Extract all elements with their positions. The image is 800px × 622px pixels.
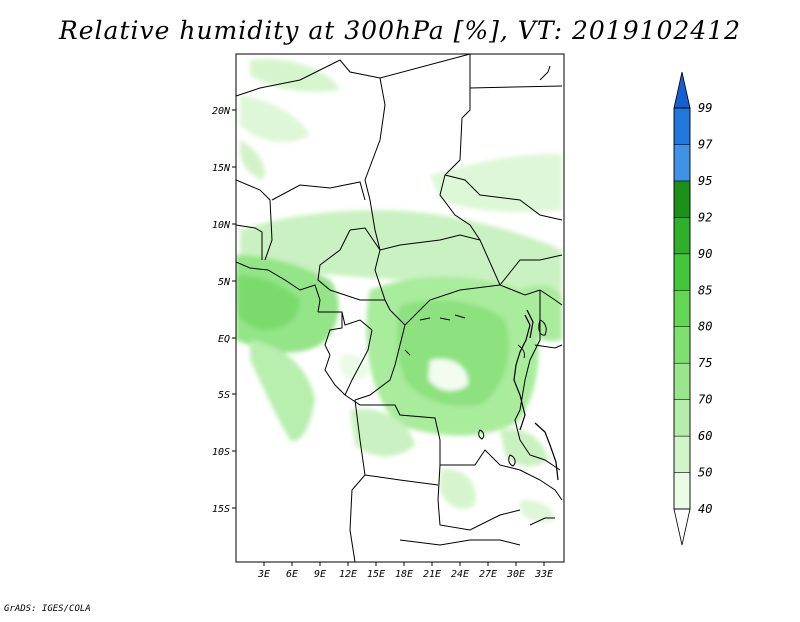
- lon-tick-label: 12E: [339, 569, 357, 580]
- lat-tick-label: 15S: [212, 504, 230, 515]
- lat-tick-label: 15N: [212, 163, 231, 174]
- colorbar-level-label: 70: [698, 393, 712, 407]
- colorbar-level-label: 95: [698, 174, 712, 188]
- colorbar: 40 50 60 70 75 80 85 90 92 95 97 99: [673, 71, 713, 546]
- lon-tick-label: 9E: [314, 569, 326, 580]
- colorbar-segment: [673, 144, 691, 182]
- colorbar-segment: [673, 217, 691, 255]
- lat-tick-label: 20N: [212, 106, 231, 117]
- colorbar-level-label: 99: [698, 101, 712, 115]
- colorbar-segment: [673, 180, 691, 218]
- lon-tick-label: 27E: [479, 569, 497, 580]
- lon-tick-label: 18E: [395, 569, 413, 580]
- lat-tick-label: 5N: [218, 277, 231, 288]
- colorbar-level-label: 40: [698, 502, 712, 516]
- colorbar-min-arrow: [673, 508, 691, 546]
- lat-tick-label: 10N: [212, 220, 231, 231]
- colorbar-outline: [673, 107, 691, 510]
- lat-tick-label: 5S: [218, 390, 230, 401]
- chart-title: Relative humidity at 300hPa [%], VT: 201…: [58, 16, 742, 45]
- lon-tick-label: 30E: [506, 569, 525, 580]
- humidity-field: [236, 59, 562, 523]
- lon-tick-label: 6E: [286, 569, 298, 580]
- lon-tick-label: 15E: [367, 569, 385, 580]
- colorbar-level-label: 85: [698, 283, 712, 297]
- colorbar-level-label: 50: [698, 466, 712, 480]
- lon-tick-label: 3E: [257, 569, 270, 580]
- colorbar-segment: [673, 253, 691, 291]
- colorbar-level-label: 97: [698, 137, 713, 151]
- lat-axis: 20N 15N 10N 5N EQ 5S 10S 15S: [212, 106, 236, 515]
- lat-tick-label: EQ: [218, 334, 230, 345]
- colorbar-segment: [673, 326, 691, 364]
- colorbar-level-label: 60: [698, 429, 712, 443]
- footer-credit: GrADS: IGES/COLA: [4, 604, 91, 614]
- map-frame: [235, 53, 565, 563]
- colorbar-segment: [673, 472, 691, 510]
- colorbar-max-arrow: [673, 71, 691, 109]
- lon-tick-label: 24E: [451, 569, 469, 580]
- colorbar-segment: [673, 290, 691, 327]
- colorbar-segment: [673, 107, 691, 145]
- country-borders: [236, 54, 563, 562]
- colorbar-segment: [673, 362, 691, 400]
- lon-tick-label: 33E: [534, 569, 553, 580]
- colorbar-level-label: 92: [698, 210, 712, 224]
- colorbar-level-label: 90: [698, 247, 712, 261]
- lon-axis: 3E 6E 9E 12E 15E 18E 21E 24E 27E 30E 33E: [257, 562, 553, 580]
- lon-tick-label: 21E: [423, 569, 441, 580]
- lat-tick-label: 10S: [212, 447, 230, 458]
- colorbar-level-label: 75: [698, 356, 712, 370]
- colorbar-segment: [673, 435, 691, 473]
- colorbar-segment: [673, 399, 691, 437]
- colorbar-level-label: 80: [698, 320, 712, 334]
